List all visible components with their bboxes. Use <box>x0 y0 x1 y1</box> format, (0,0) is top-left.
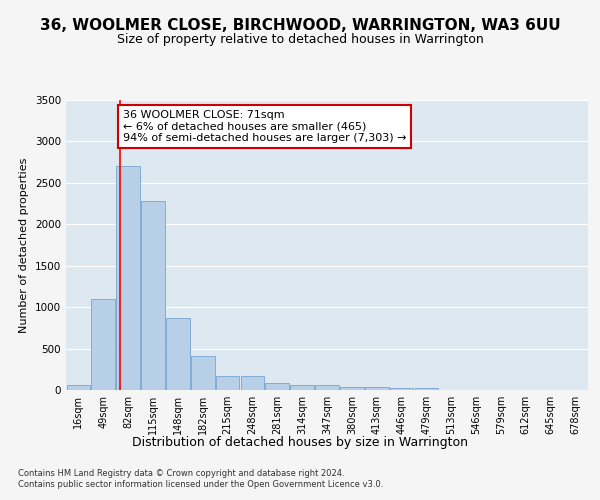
Bar <box>116 166 140 390</box>
Bar <box>365 387 389 390</box>
Text: Distribution of detached houses by size in Warrington: Distribution of detached houses by size … <box>132 436 468 449</box>
Bar <box>390 388 413 390</box>
Bar <box>265 382 289 390</box>
Y-axis label: Number of detached properties: Number of detached properties <box>19 158 29 332</box>
Bar <box>91 299 115 390</box>
Bar <box>315 386 339 390</box>
Bar <box>290 384 314 390</box>
Bar <box>166 318 190 390</box>
Bar <box>141 201 165 390</box>
Text: Size of property relative to detached houses in Warrington: Size of property relative to detached ho… <box>116 32 484 46</box>
Text: Contains HM Land Registry data © Crown copyright and database right 2024.: Contains HM Land Registry data © Crown c… <box>18 468 344 477</box>
Bar <box>340 387 364 390</box>
Bar <box>191 356 215 390</box>
Bar <box>415 388 438 390</box>
Bar <box>67 385 90 390</box>
Bar <box>216 376 239 390</box>
Text: Contains public sector information licensed under the Open Government Licence v3: Contains public sector information licen… <box>18 480 383 489</box>
Bar <box>241 376 264 390</box>
Text: 36, WOOLMER CLOSE, BIRCHWOOD, WARRINGTON, WA3 6UU: 36, WOOLMER CLOSE, BIRCHWOOD, WARRINGTON… <box>40 18 560 32</box>
Text: 36 WOOLMER CLOSE: 71sqm
← 6% of detached houses are smaller (465)
94% of semi-de: 36 WOOLMER CLOSE: 71sqm ← 6% of detached… <box>123 110 406 143</box>
